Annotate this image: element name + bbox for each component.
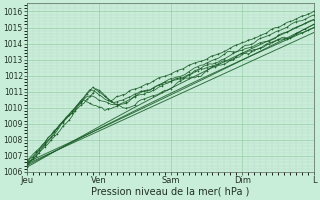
X-axis label: Pression niveau de la mer( hPa ): Pression niveau de la mer( hPa ) — [92, 187, 250, 197]
